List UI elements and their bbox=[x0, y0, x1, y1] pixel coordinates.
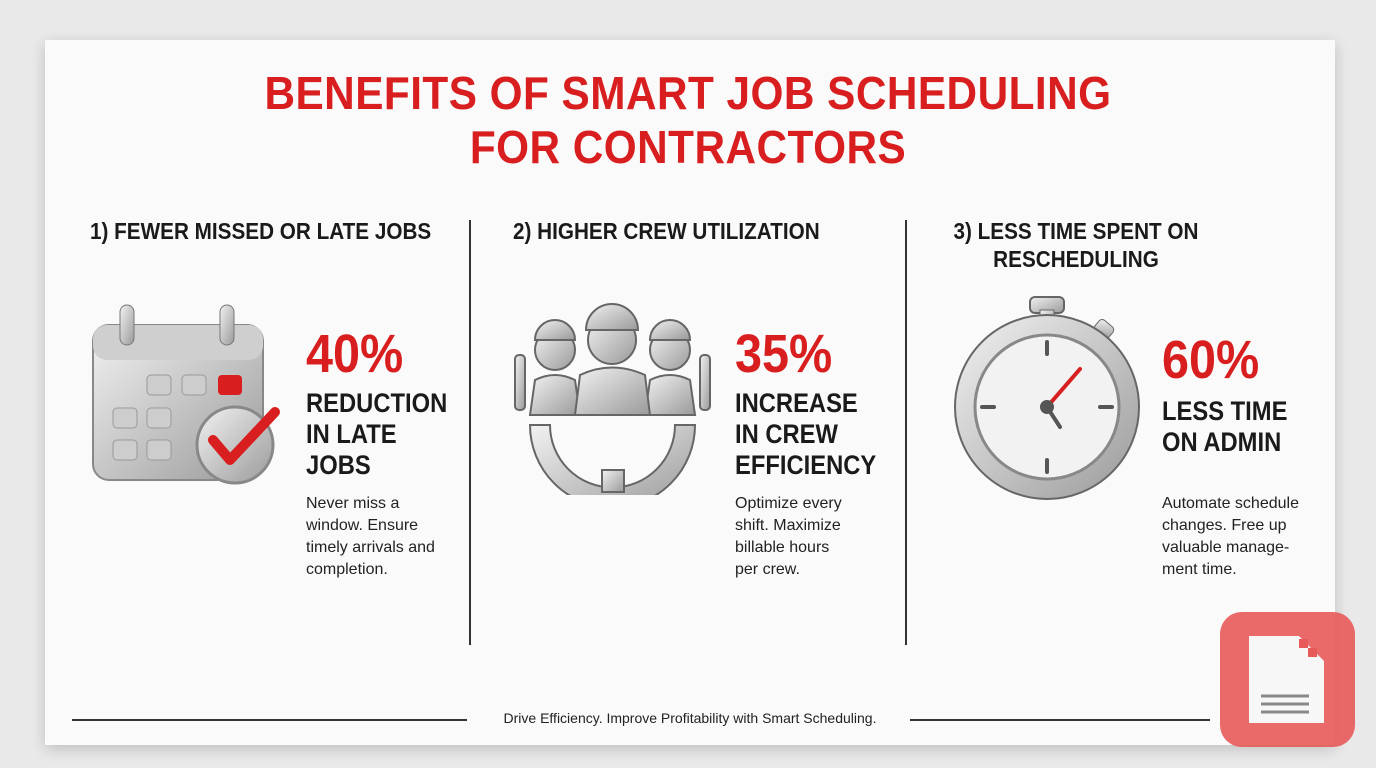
calendar-icon bbox=[92, 304, 280, 485]
crew-icon bbox=[514, 303, 711, 495]
title-line: FOR CONTRACTORS bbox=[469, 121, 907, 173]
divider bbox=[905, 220, 907, 645]
description-line: ment time. bbox=[1162, 561, 1237, 578]
stat: 35% bbox=[735, 324, 833, 384]
stat-label-line: INCREASE bbox=[735, 388, 858, 418]
title-line: BENEFITS OF SMART JOB SCHEDULING bbox=[264, 67, 1112, 119]
description-line: changes. Free up bbox=[1162, 517, 1287, 534]
description: Automate schedule changes. Free up valua… bbox=[1162, 493, 1299, 581]
description-line: shift. Maximize bbox=[735, 517, 841, 534]
heading-line: RESCHEDULING bbox=[993, 246, 1159, 272]
description-line: window. Ensure bbox=[306, 517, 419, 534]
stat-label-line: EFFICIENCY bbox=[735, 450, 877, 480]
description-line: per crew. bbox=[735, 561, 800, 578]
stat-label: LESS TIME ON ADMIN bbox=[1162, 396, 1287, 458]
stat: 40% bbox=[306, 324, 404, 384]
column-heading: 3) LESS TIME SPENT ON RESCHEDULING bbox=[950, 217, 1202, 273]
stat: 60% bbox=[1162, 330, 1260, 390]
document-badge bbox=[1220, 612, 1355, 747]
stat-label-line: LESS TIME bbox=[1162, 396, 1288, 426]
description-line: Automate schedule bbox=[1162, 495, 1299, 512]
stat-label-line: JOBS bbox=[306, 450, 371, 480]
description: Never miss a window. Ensure timely arriv… bbox=[306, 493, 435, 581]
footer-rule bbox=[72, 719, 467, 721]
stopwatch-icon bbox=[954, 296, 1140, 500]
stat-label-line: IN LATE bbox=[306, 419, 397, 449]
description-line: billable hours bbox=[735, 539, 830, 556]
footer-text: Drive Efficiency. Improve Profitability … bbox=[503, 710, 877, 726]
heading-line: 1) FEWER MISSED OR LATE JOBS bbox=[90, 218, 432, 244]
stat-label-line: ON ADMIN bbox=[1162, 427, 1282, 457]
column-heading: 2) HIGHER CREW UTILIZATION bbox=[513, 217, 820, 245]
stat-label-line: REDUCTION bbox=[306, 388, 448, 418]
stat-label-line: IN CREW bbox=[735, 419, 838, 449]
divider bbox=[469, 220, 471, 645]
stat-label: INCREASE IN CREW EFFICIENCY bbox=[735, 388, 876, 481]
heading-line: 2) HIGHER CREW UTILIZATION bbox=[513, 218, 820, 244]
footer-rule bbox=[910, 719, 1210, 721]
description-line: valuable manage- bbox=[1162, 539, 1290, 556]
description-line: Optimize every bbox=[735, 495, 842, 512]
title: BENEFITS OF SMART JOB SCHEDULING FOR CON… bbox=[0, 66, 1376, 174]
column-heading: 1) FEWER MISSED OR LATE JOBS bbox=[90, 217, 431, 245]
description-line: timely arrivals and bbox=[306, 539, 435, 556]
description-line: completion. bbox=[306, 561, 388, 578]
description-line: Never miss a bbox=[306, 495, 400, 512]
description: Optimize every shift. Maximize billable … bbox=[735, 493, 842, 581]
stat-label: REDUCTION IN LATE JOBS bbox=[306, 388, 447, 481]
heading-line: 3) LESS TIME SPENT ON bbox=[953, 218, 1199, 244]
